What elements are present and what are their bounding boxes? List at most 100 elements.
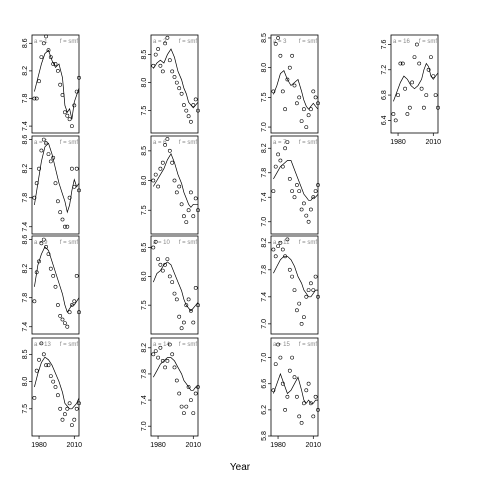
y-tick-label: 8.2: [261, 143, 268, 153]
data-point: [191, 103, 196, 107]
data-point: [412, 55, 417, 60]
panel-frame: [150, 235, 199, 335]
x-tick-label: 2010: [67, 442, 83, 449]
data-point: [158, 166, 163, 171]
data-point: [193, 391, 198, 396]
data-point: [160, 268, 165, 273]
y-tick-label: 7.4: [22, 121, 29, 131]
data-point: [311, 89, 316, 94]
data-point: [44, 34, 49, 39]
data-point: [290, 53, 295, 58]
data-point: [417, 61, 422, 66]
y-tick-label: 8.5: [141, 243, 148, 253]
data-point: [32, 96, 37, 101]
data-point: [46, 48, 51, 53]
data-point: [51, 155, 56, 160]
data-point: [179, 404, 184, 409]
data-point: [177, 184, 182, 189]
series-line: [34, 246, 80, 314]
data-point: [70, 124, 74, 129]
data-point: [53, 181, 58, 186]
data-point: [74, 89, 79, 94]
y-tick-label: 8.2: [22, 264, 29, 274]
data-point: [280, 89, 285, 94]
y-tick-label: 8.6: [22, 135, 29, 145]
data-point: [172, 365, 177, 370]
data-point: [156, 184, 161, 189]
data-point: [156, 47, 161, 51]
data-point: [46, 152, 51, 157]
data-point: [158, 262, 163, 267]
data-point: [407, 105, 412, 110]
data-point: [393, 118, 398, 123]
data-point: [63, 412, 67, 417]
panel: 7.0 7.4 7.8 8.2 a = 7 f = smf: [261, 135, 320, 235]
data-point: [70, 423, 74, 428]
data-point: [167, 58, 172, 63]
data-point: [32, 395, 37, 400]
data-point: [163, 262, 168, 267]
data-point: [299, 207, 304, 212]
data-point: [419, 86, 424, 91]
data-point: [188, 398, 193, 403]
data-point: [414, 42, 419, 47]
data-point: [313, 189, 318, 194]
data-point: [32, 195, 37, 200]
data-point: [311, 288, 316, 293]
y-tick-label: 7.8: [22, 193, 29, 203]
data-point: [391, 112, 396, 116]
data-point: [196, 385, 200, 389]
data-point: [58, 82, 63, 87]
y-tick-label: 7.4: [22, 322, 29, 332]
data-point: [304, 294, 309, 299]
data-point: [170, 69, 175, 74]
data-point: [174, 80, 179, 85]
panel: 7.5 8.0 8.5 a = 10 f = smf: [141, 235, 200, 335]
panel-f-label: f = smf: [299, 240, 318, 246]
data-point: [177, 86, 182, 91]
panel-f-label: f = smf: [60, 240, 79, 246]
data-point: [37, 259, 41, 264]
data-point: [74, 166, 79, 171]
y-tick-label: 8.5: [261, 33, 268, 43]
data-point: [186, 114, 191, 119]
panel: 7.5 8.0 8.5 a = 6 f = smf: [141, 135, 200, 235]
y-tick-label: 8.5: [22, 349, 29, 359]
series-line: [393, 62, 439, 102]
data-point: [283, 254, 288, 259]
data-point: [294, 394, 299, 399]
data-point: [151, 63, 156, 68]
series-line: [152, 153, 198, 208]
y-tick-label: 8.6: [22, 38, 29, 48]
data-point: [63, 321, 67, 326]
data-point: [72, 417, 77, 422]
data-point: [184, 220, 189, 225]
y-tick-label: 7.5: [141, 205, 148, 215]
x-tick-label: 2010: [426, 139, 442, 146]
series-line: [34, 356, 80, 410]
data-point: [196, 303, 200, 308]
data-point: [193, 97, 198, 102]
data-point: [41, 137, 46, 142]
data-point: [44, 141, 49, 146]
panels-layer: 7.4 7.8 8.2 8.6 a = 1 f = smf 7.4 7.8 8.2 8.6 a = …: [22, 33, 441, 449]
panel-label: a = 3: [273, 39, 287, 45]
y-tick-label: 7.0: [261, 353, 268, 363]
data-point: [292, 375, 297, 380]
data-point: [273, 362, 278, 367]
data-point: [181, 103, 186, 107]
data-point: [280, 247, 285, 252]
data-point: [70, 166, 74, 171]
y-tick-label: 6.2: [261, 405, 268, 415]
panel-f-label: f = smf: [60, 342, 79, 348]
data-point: [34, 270, 39, 275]
data-point: [34, 96, 39, 101]
panel: 7.5 8.0 8.5 1980 2010 a = 13 f = smf: [22, 337, 83, 449]
panel-label: a = 13: [34, 342, 52, 348]
data-point: [283, 407, 288, 412]
panel-frame: [150, 34, 199, 134]
data-point: [287, 176, 292, 181]
data-point: [46, 363, 51, 368]
y-tick-label: 7.8: [22, 94, 29, 104]
y-tick-label: 8.0: [22, 377, 29, 387]
